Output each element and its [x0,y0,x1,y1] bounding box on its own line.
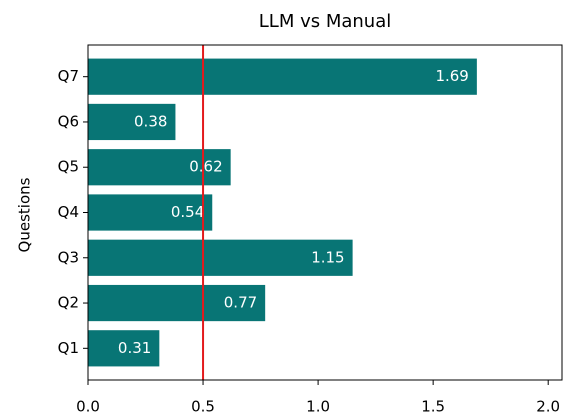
bar [88,284,266,322]
value-label: 0.31 [118,339,151,357]
bar [88,149,231,186]
y-axis-label: Questions [16,177,34,252]
value-label: 0.38 [134,112,167,130]
bar [88,330,160,367]
value-label: 1.15 [311,248,344,266]
y-tick-label: Q5 [58,158,79,176]
value-label: 1.69 [435,67,468,85]
x-tick-label: 1.5 [421,398,445,416]
bar [88,58,477,95]
x-tick-label: 1.0 [306,398,330,416]
y-tick-label: Q6 [58,112,79,130]
plot-frame [87,44,563,381]
y-tick-label: Q4 [58,203,79,221]
y-tick-label: Q1 [58,339,79,357]
chart-title: LLM vs Manual [259,11,391,32]
value-label: 0.62 [189,158,222,176]
x-tick-label: 0.0 [76,398,100,416]
value-label: 0.54 [171,203,204,221]
bar [88,103,176,141]
y-tick-label: Q7 [58,67,79,85]
x-tick-label: 0.5 [191,398,215,416]
value-label: 0.77 [224,294,257,312]
bar [88,239,353,276]
y-tick-label: Q3 [58,248,79,266]
bar [88,194,213,231]
x-tick-label: 2.0 [536,398,560,416]
y-tick-label: Q2 [58,294,79,312]
